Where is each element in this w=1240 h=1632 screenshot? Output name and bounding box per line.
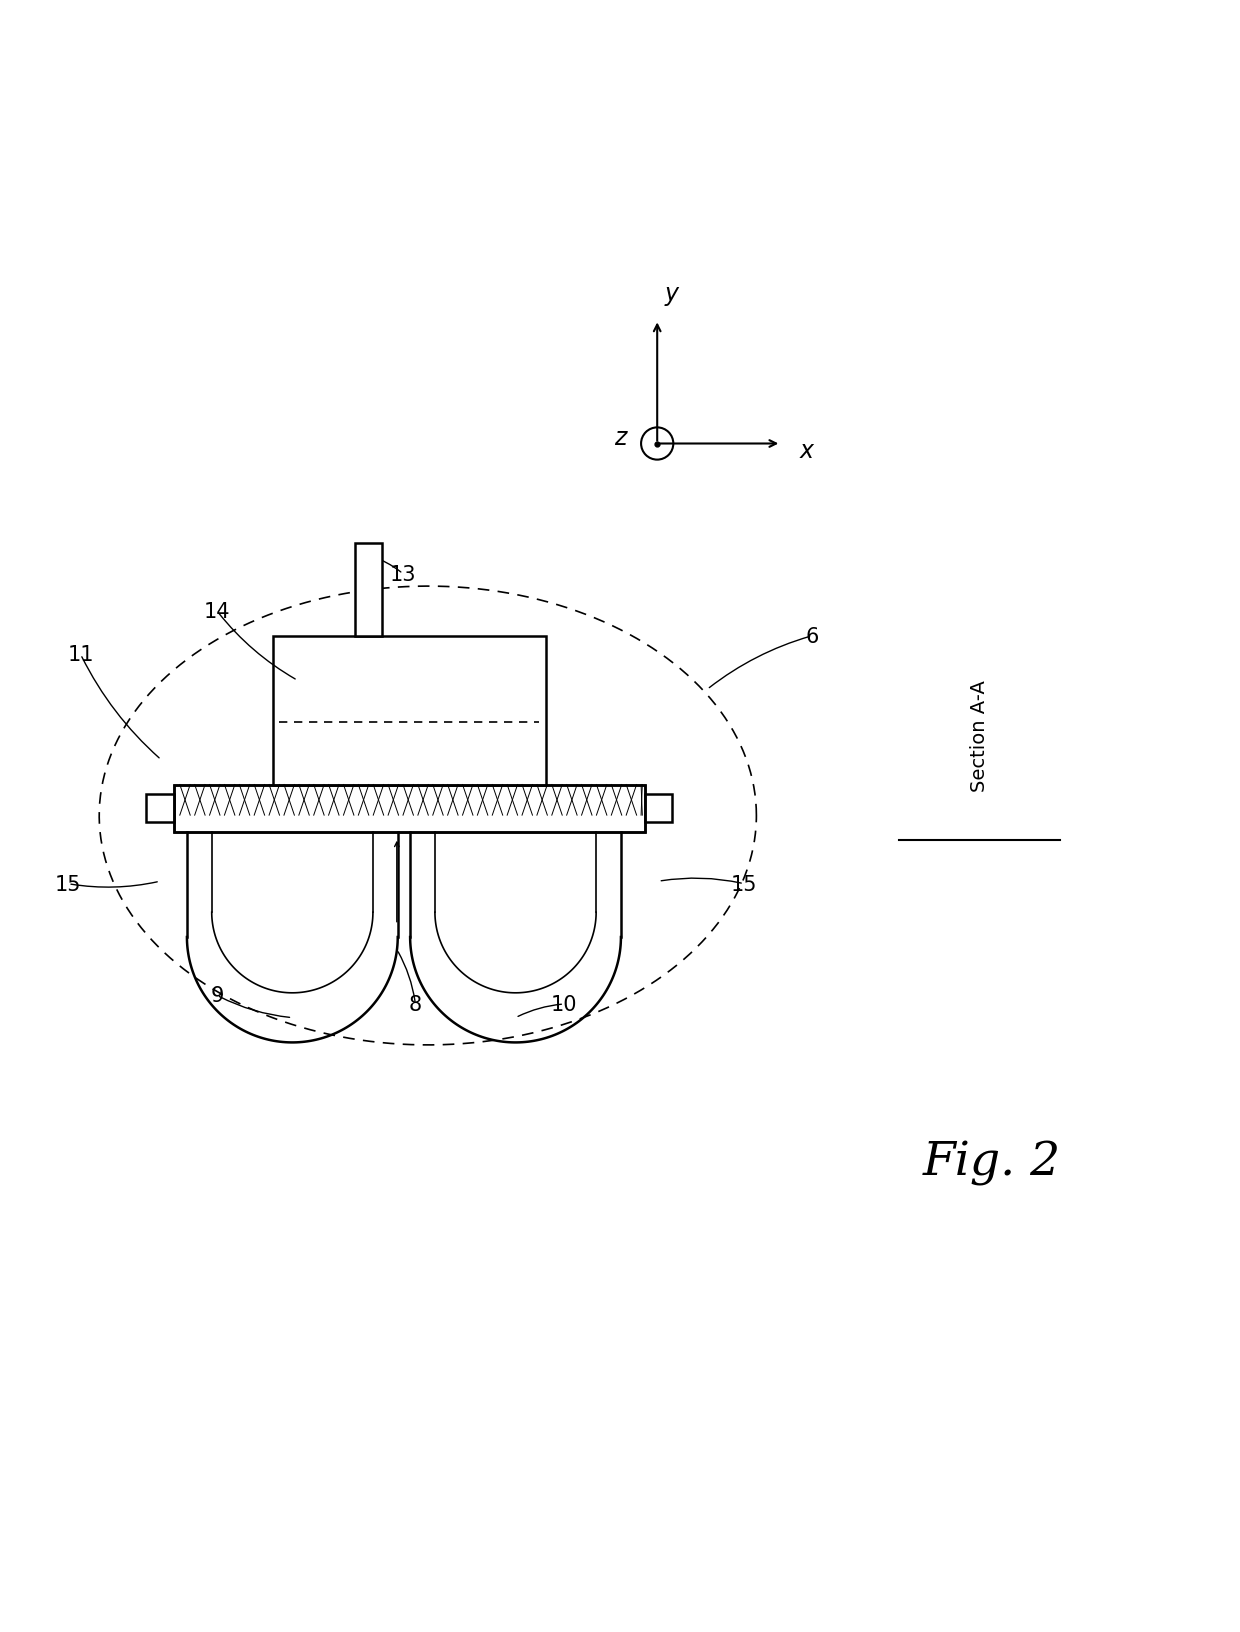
Text: 15: 15 xyxy=(730,875,758,894)
Text: 6: 6 xyxy=(806,627,818,646)
Text: 10: 10 xyxy=(551,994,578,1015)
Bar xyxy=(273,636,546,785)
Text: 8: 8 xyxy=(409,994,422,1015)
Bar xyxy=(174,785,645,832)
Text: x: x xyxy=(800,439,813,462)
Bar xyxy=(645,795,672,823)
Bar xyxy=(355,543,382,636)
Text: 11: 11 xyxy=(67,645,94,664)
Text: 9: 9 xyxy=(211,986,223,1005)
Text: Section A-A: Section A-A xyxy=(970,679,990,792)
Text: 14: 14 xyxy=(203,602,231,622)
Text: 15: 15 xyxy=(55,875,82,894)
Bar xyxy=(174,785,645,832)
Text: z: z xyxy=(614,426,626,450)
Text: Fig. 2: Fig. 2 xyxy=(923,1141,1061,1185)
Bar xyxy=(146,795,174,823)
Text: 13: 13 xyxy=(389,565,417,584)
Text: y: y xyxy=(665,281,680,305)
